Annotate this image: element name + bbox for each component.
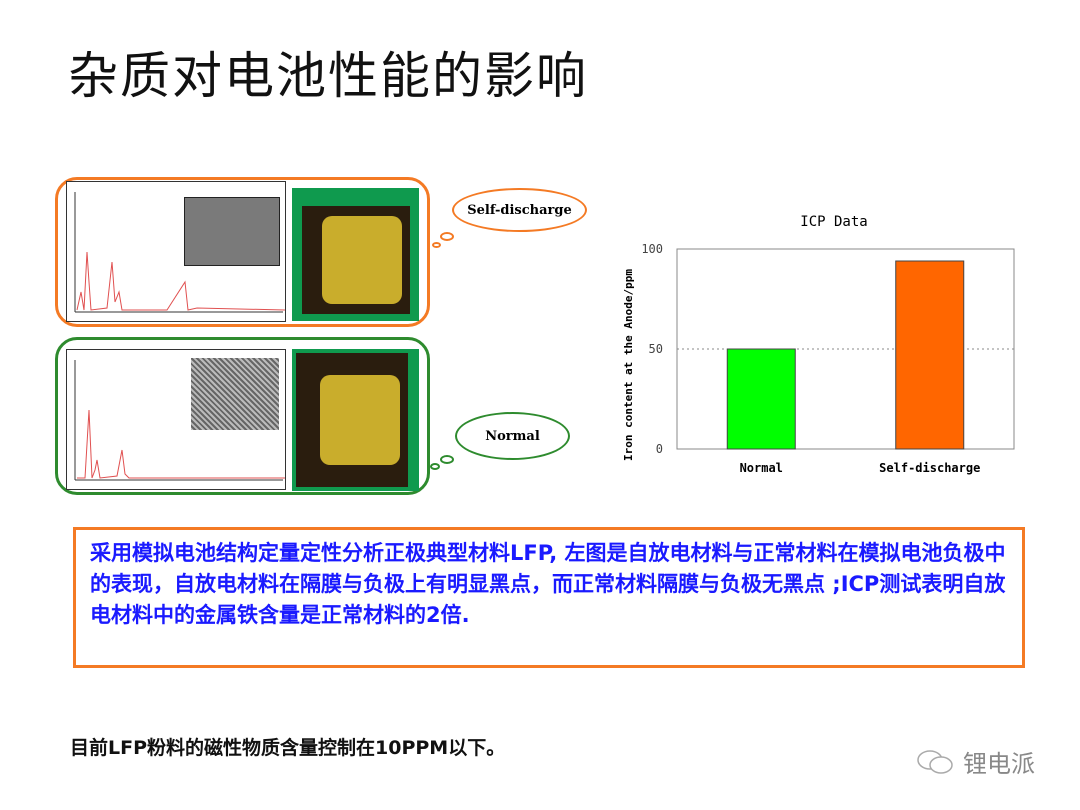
- bar-normal: [726, 348, 796, 450]
- self-discharge-callout: Self-discharge: [452, 188, 587, 232]
- normal-eds-spectrum: [66, 349, 286, 490]
- watermark: 锂电派: [915, 744, 1035, 779]
- watermark-text: 锂电派: [963, 750, 1035, 778]
- y-tick-label: 100: [641, 242, 663, 256]
- chart-title: ICP Data: [800, 214, 867, 230]
- bar-self-discharge: [895, 260, 965, 450]
- icp-bar-chart: ICP Data Iron content at the Anode/ppm 0…: [622, 214, 1015, 475]
- callout-text: Normal: [485, 428, 540, 444]
- y-axis-label: Iron content at the Anode/ppm: [622, 269, 635, 461]
- normal-panel: [55, 337, 430, 495]
- x-tick-label: Self-discharge: [879, 461, 980, 475]
- wechat-icon: [917, 749, 953, 774]
- self-discharge-panel: [55, 177, 430, 327]
- analysis-note: 采用模拟电池结构定量定性分析正极典型材料LFP, 左图是自放电材料与正常材料在模…: [73, 527, 1025, 668]
- y-tick-label: 50: [649, 342, 663, 356]
- x-tick-label: Normal: [740, 461, 783, 475]
- y-tick-label: 0: [656, 442, 663, 456]
- footer-text: 目前LFP粉料的磁性物质含量控制在10PPM以下。: [70, 737, 506, 759]
- page-title: 杂质对电池性能的影响: [68, 47, 588, 105]
- callout-text: Self-discharge: [467, 202, 572, 218]
- self-discharge-eds-spectrum: [66, 181, 286, 322]
- normal-callout: Normal: [455, 412, 570, 460]
